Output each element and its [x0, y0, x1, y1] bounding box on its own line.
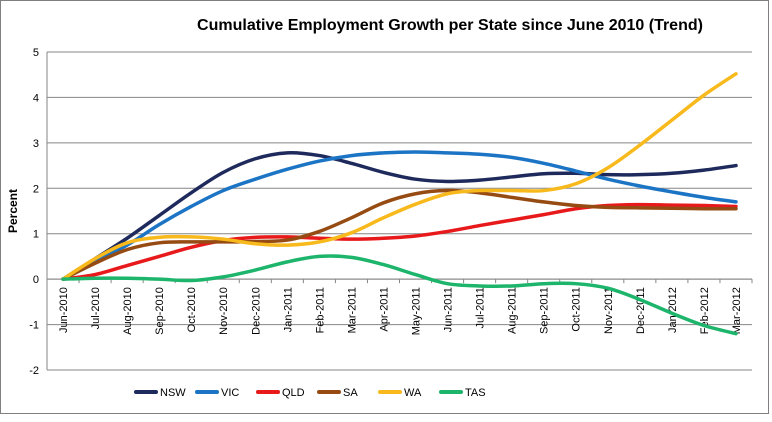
x-tick-label: Sep-2011	[539, 287, 551, 334]
x-tick-label: Nov-2010	[218, 287, 230, 335]
y-tick-label: 3	[33, 138, 39, 150]
legend-label-wa: WA	[404, 387, 422, 399]
x-tick-label: Feb-2011	[314, 287, 326, 333]
x-tick-label: Mar-2011	[346, 287, 358, 333]
chart-title: Cumulative Employment Growth per State s…	[197, 17, 703, 34]
series-line-vic	[61, 150, 738, 281]
x-tick-label: Oct-2011	[571, 287, 583, 331]
legend-label-vic: VIC	[221, 387, 239, 399]
y-tick-label: 4	[33, 92, 39, 104]
x-tick-label: Jan-2011	[282, 287, 294, 332]
x-tick-label: Oct-2010	[186, 287, 198, 332]
series-line-qld	[61, 202, 738, 281]
x-tick-label: Sep-2010	[154, 287, 166, 335]
x-tick-label: Jun-2010	[58, 287, 70, 333]
x-tick-label: Mar-2012	[731, 287, 743, 334]
x-tick-label: Nov-2011	[603, 287, 615, 334]
y-tick-label: 2	[33, 183, 39, 195]
series-line-tas	[61, 254, 738, 336]
x-tick-label: Jul-2011	[475, 287, 487, 328]
y-tick-label: 5	[33, 47, 39, 59]
x-tick-label: Apr-2011	[378, 287, 390, 331]
legend-label-nsw: NSW	[160, 387, 186, 399]
series-line-nsw	[61, 150, 738, 281]
y-tick-label: -2	[29, 365, 39, 377]
x-tick-label: Feb-2012	[699, 287, 711, 334]
x-tick-label: Aug-2010	[122, 287, 134, 335]
x-axis-ticks: Jun-2010 Jul-2010 Aug-2010 Sep-2010 Oct-2010…	[46, 279, 753, 335]
x-tick-label: Dec-2011	[635, 287, 647, 334]
y-tick-label: -1	[29, 320, 39, 332]
legend-label-tas: TAS	[465, 387, 486, 399]
y-tick-label: 1	[33, 229, 39, 241]
legend-label-sa: SA	[343, 387, 358, 399]
x-tick-label: Jun-2011	[443, 287, 455, 332]
series-lines	[61, 72, 738, 336]
x-tick-label: Jul-2010	[90, 287, 102, 329]
legend: NSW VIC QLD SA WA TAS	[134, 387, 486, 399]
x-tick-label: May-2011	[411, 287, 423, 335]
y-tick-label: 0	[33, 274, 39, 286]
x-tick-label: Dec-2010	[250, 287, 262, 335]
x-tick-label: Jan-2012	[667, 287, 679, 333]
y-axis-label: Percent	[6, 189, 20, 233]
series-line-sa	[61, 188, 738, 281]
series-line-wa	[61, 72, 738, 281]
legend-label-qld: QLD	[282, 387, 305, 399]
x-tick-label: Aug-2011	[507, 287, 519, 334]
y-axis-ticks: -2 -1 0 1 2 3 4 5	[29, 47, 39, 377]
